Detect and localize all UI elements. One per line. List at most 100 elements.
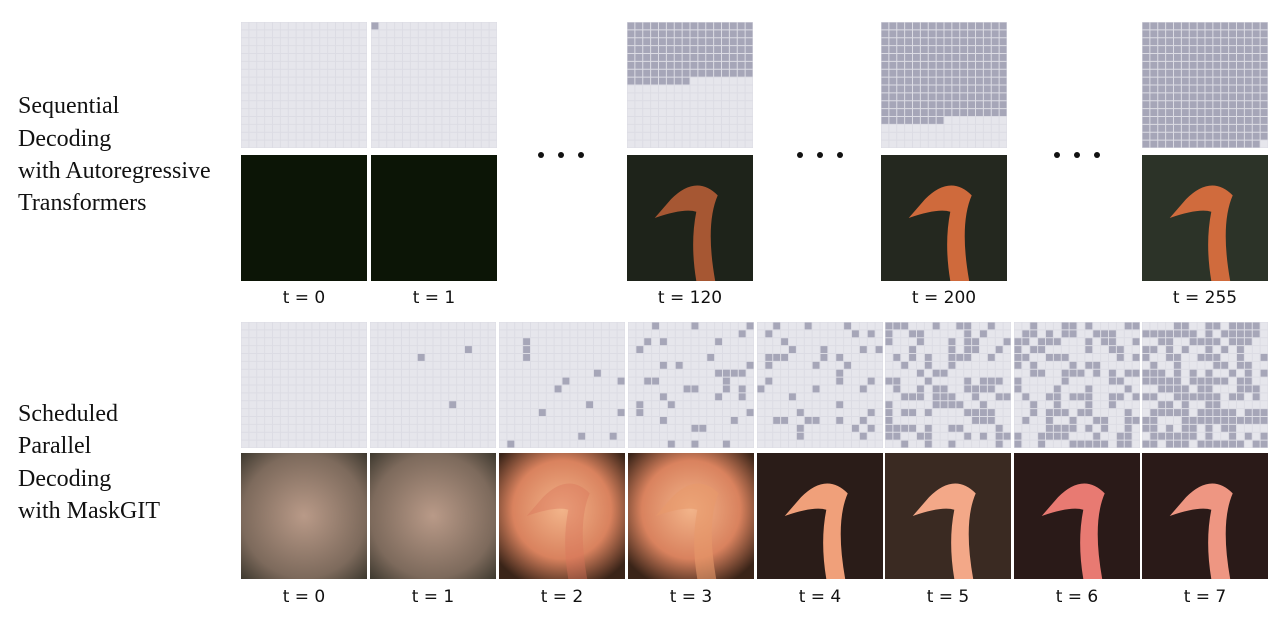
- token: [917, 330, 924, 338]
- token: [651, 69, 658, 77]
- token: [425, 369, 433, 377]
- token: [643, 38, 651, 46]
- token: [515, 401, 523, 409]
- token: [987, 354, 995, 361]
- token: [359, 38, 367, 46]
- token: [983, 77, 991, 85]
- token: [628, 377, 636, 385]
- token: [881, 38, 889, 46]
- token: [980, 409, 987, 416]
- token: [1109, 393, 1116, 401]
- token: [402, 346, 409, 353]
- token: [296, 132, 304, 140]
- token: [465, 424, 472, 432]
- token: [1030, 377, 1038, 385]
- token: [983, 38, 991, 46]
- row-label: Decoding: [18, 466, 111, 492]
- token: [359, 140, 367, 148]
- token: [466, 38, 473, 46]
- token: [1213, 132, 1221, 140]
- token: [594, 322, 601, 330]
- token: [433, 330, 441, 338]
- token: [296, 46, 304, 53]
- token: [1197, 401, 1205, 409]
- token: [538, 385, 546, 393]
- token: [249, 30, 257, 38]
- token: [1181, 346, 1189, 353]
- token: [343, 38, 351, 46]
- token: [481, 30, 489, 38]
- token: [371, 140, 379, 148]
- token: [1205, 409, 1213, 416]
- token: [944, 61, 952, 69]
- token: [1038, 354, 1045, 361]
- token: [288, 346, 296, 353]
- token: [1003, 401, 1011, 409]
- token: [320, 132, 328, 140]
- token: [980, 440, 987, 448]
- token: [1132, 346, 1140, 353]
- token: [336, 54, 343, 61]
- token: [273, 424, 280, 432]
- token: [1061, 409, 1069, 416]
- token: [917, 401, 924, 409]
- token: [995, 440, 1003, 448]
- token: [991, 38, 999, 46]
- token: [359, 46, 367, 53]
- token: [480, 361, 488, 369]
- token: [730, 417, 738, 424]
- token: [881, 109, 889, 116]
- token: [976, 22, 983, 30]
- token: [425, 346, 433, 353]
- token: [897, 69, 905, 77]
- token: [562, 369, 570, 377]
- token: [875, 440, 883, 448]
- token: [885, 369, 893, 377]
- token: [875, 338, 883, 346]
- token: [1205, 124, 1213, 132]
- token: [917, 393, 924, 401]
- token: [523, 385, 530, 393]
- token: [897, 117, 905, 124]
- token: [280, 61, 288, 69]
- token: [523, 417, 530, 424]
- token: [635, 30, 643, 38]
- token: [1237, 361, 1244, 369]
- token: [928, 93, 936, 101]
- token: [1189, 117, 1197, 124]
- token: [1205, 85, 1213, 93]
- token: [789, 354, 796, 361]
- token: [1124, 361, 1132, 369]
- token: [417, 338, 425, 346]
- token: [1069, 409, 1077, 416]
- token: [781, 338, 788, 346]
- token: [714, 124, 721, 132]
- token: [789, 432, 796, 440]
- token: [924, 377, 932, 385]
- token: [968, 61, 975, 69]
- token: [820, 322, 828, 330]
- token: [617, 424, 625, 432]
- token: [698, 132, 706, 140]
- token: [304, 409, 312, 416]
- token: [1166, 330, 1173, 338]
- token: [723, 377, 730, 385]
- token: [627, 22, 635, 30]
- token: [745, 124, 753, 132]
- token: [773, 409, 781, 416]
- token: [628, 338, 636, 346]
- token: [409, 385, 417, 393]
- token: [386, 393, 394, 401]
- token: [499, 424, 507, 432]
- token: [729, 30, 737, 38]
- token: [1237, 101, 1244, 109]
- token: [928, 61, 936, 69]
- token: [386, 432, 394, 440]
- token: [1061, 346, 1069, 353]
- token: [699, 440, 707, 448]
- token: [489, 30, 497, 38]
- token: [1038, 440, 1045, 448]
- token: [433, 440, 441, 448]
- token: [426, 54, 434, 61]
- token: [433, 417, 441, 424]
